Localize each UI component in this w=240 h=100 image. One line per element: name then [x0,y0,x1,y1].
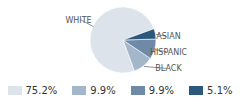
html-text:9.9%: 9.9% [148,84,175,96]
svg-text:ASIAN: ASIAN [156,32,180,41]
html-text:9.9%: 9.9% [90,84,116,96]
svg-text:HISPANIC: HISPANIC [150,48,188,57]
svg-text:BLACK: BLACK [155,64,182,73]
html-text:5.1%: 5.1% [207,84,233,96]
svg-text:WHITE: WHITE [65,16,91,25]
html-text:75.2%: 75.2% [25,84,58,96]
